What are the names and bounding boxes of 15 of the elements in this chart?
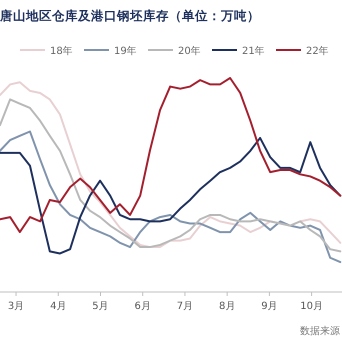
legend-label: 20年 — [178, 45, 201, 57]
x-tick-label: 4月 — [50, 301, 66, 312]
x-tick-label: 3月 — [8, 301, 24, 312]
x-tick-label: 8月 — [218, 301, 236, 312]
text: 数据来源 — [300, 325, 340, 337]
x-tick-label: 5月 — [92, 301, 109, 312]
legend-label: 19年 — [114, 45, 137, 57]
legend-label: 21年 — [242, 45, 265, 57]
x-tick-label: 9月 — [261, 301, 278, 312]
x-tick-label: 10月 — [300, 301, 323, 312]
chart-title: 唐山地区仓库及港口钢坯库存（单位：万吨） — [0, 8, 260, 23]
x-tick-label: 6月 — [134, 301, 151, 312]
x-tick-label: 7月 — [176, 301, 194, 312]
legend-label: 22年 — [306, 45, 329, 57]
legend-label: 18年 — [50, 45, 73, 57]
